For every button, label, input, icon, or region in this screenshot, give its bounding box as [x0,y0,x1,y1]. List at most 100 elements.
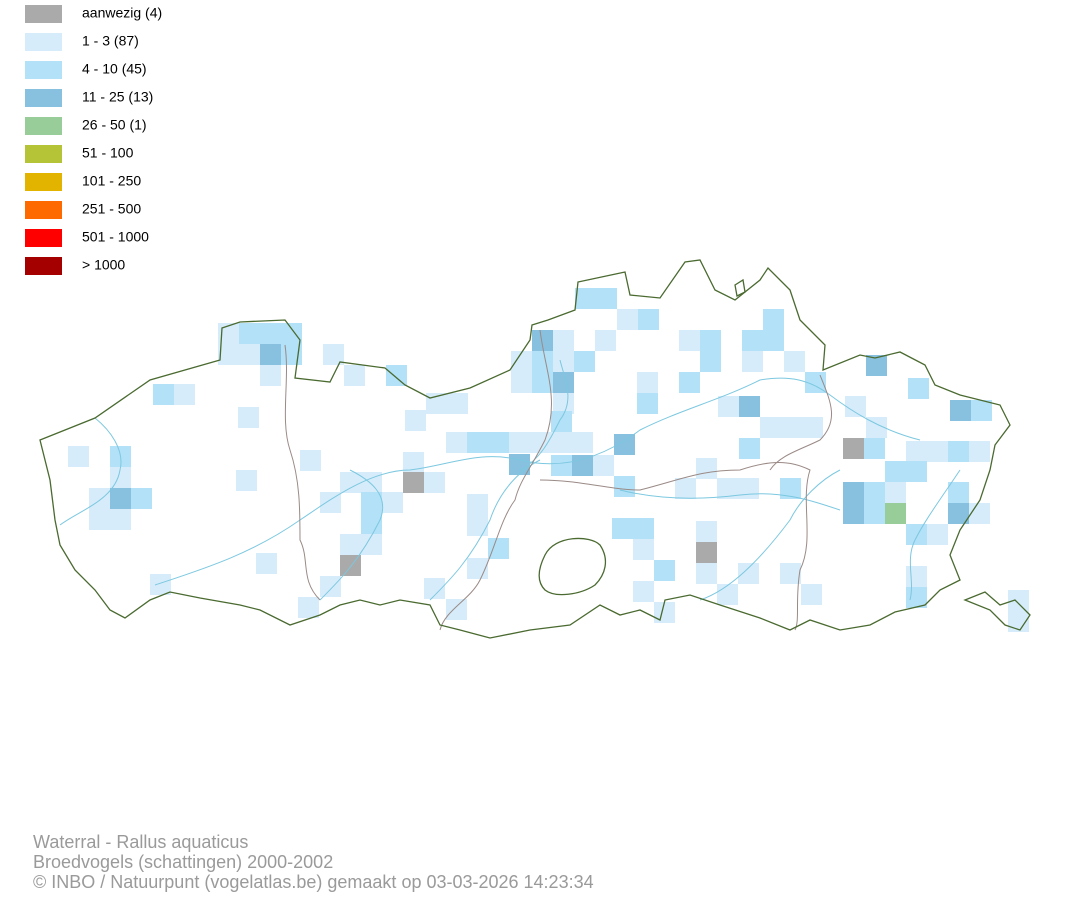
grid-cell [320,492,341,513]
grid-cell [906,461,927,482]
grid-cell [617,309,638,330]
grid-cell [718,396,739,417]
grid-cell [717,478,738,499]
grid-cell [1008,611,1029,632]
grid-cell [361,534,382,555]
grid-cell [403,452,424,473]
legend-label: 101 - 250 [82,173,141,189]
legend-swatch [25,61,62,79]
grid-cell [843,482,864,503]
legend-swatch [25,257,62,275]
grid-cell [969,503,990,524]
grid-cell [784,351,805,372]
grid-cell [575,288,596,309]
legend-label: 26 - 50 (1) [82,117,147,133]
grid-cell [593,455,614,476]
grid-cell [927,524,948,545]
legend-label: 4 - 10 (45) [82,61,147,77]
grid-cell [654,560,675,581]
grid-cell [403,472,424,493]
grid-cell [742,330,763,351]
grid-cell [424,472,445,493]
region-outline [39,259,1031,639]
grid-cell [864,438,885,459]
grid-cell [260,344,281,365]
grid-cell [238,407,259,428]
grid-cell [340,534,361,555]
grid-cell [679,330,700,351]
grid-cell [614,476,635,497]
grid-cell [781,417,802,438]
grid-cell [843,438,864,459]
grid-cell [763,309,784,330]
grid-cell [236,470,257,491]
legend-label: 11 - 25 (13) [82,89,153,105]
grid-cell [696,458,717,479]
legend-swatch [25,5,62,23]
grid-cell [110,509,131,530]
grid-cell [553,393,574,414]
legend-swatch [25,117,62,135]
grid-cell [467,515,488,536]
grid-cell [344,365,365,386]
grid-cell [763,330,784,351]
footer-credit: © INBO / Natuurpunt (vogelatlas.be) gema… [33,872,594,892]
legend-swatch [25,145,62,163]
grid-cell [572,432,593,453]
grid-cell [596,288,617,309]
grid-cell [256,553,277,574]
grid-cell [948,441,969,462]
legend-swatch [25,173,62,191]
grid-cell [532,372,553,393]
legend-swatch [25,201,62,219]
grid-cell [948,482,969,503]
grid-cell [843,503,864,524]
grid-cell [551,455,572,476]
grid-cell [696,542,717,563]
footer-title: Waterral - Rallus aquaticus [33,832,249,852]
grid-cell [467,432,488,453]
grid-cell [612,518,633,539]
grid-cell [424,578,445,599]
legend-swatch [25,33,62,51]
grid-cell [532,351,553,372]
grid-cell [553,351,574,372]
grid-cell [218,344,239,365]
grid-cell [340,472,361,493]
grid-cell [1008,590,1029,611]
legend-label: 251 - 500 [82,201,141,217]
grid-cell [300,450,321,471]
legend-label: 51 - 100 [82,145,134,161]
grid-cell [802,417,823,438]
grid-cell [446,432,467,453]
grid-cells [68,288,1029,632]
grid-cell [361,492,382,513]
grid-cell [488,432,509,453]
grid-cell [654,602,675,623]
grid-cell [595,330,616,351]
grid-cell [679,372,700,393]
grid-cell [150,574,171,595]
grid-cell [488,538,509,559]
grid-cell [511,351,532,372]
grid-cell [866,417,887,438]
grid-cell [948,503,969,524]
grid-cell [717,584,738,605]
grid-cell [885,482,906,503]
grid-cell [969,441,990,462]
grid-cell [614,434,635,455]
grid-cell [801,584,822,605]
grid-cell [260,365,281,386]
grid-cell [638,309,659,330]
grid-cell [361,472,382,493]
grid-cell [696,563,717,584]
grid-cell [298,597,319,618]
grid-cell [971,400,992,421]
grid-cell [637,372,658,393]
grid-cell [239,323,260,344]
grid-cell [405,410,426,431]
grid-cell [906,441,927,462]
grid-cell [174,384,195,405]
